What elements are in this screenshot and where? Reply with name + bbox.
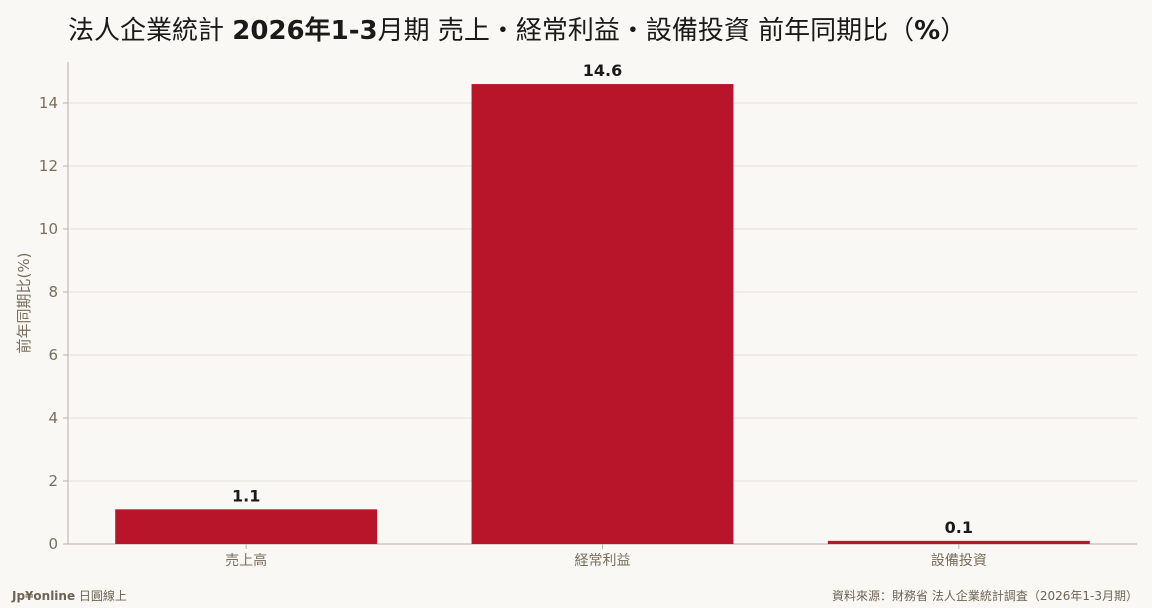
y-axis-label: 前年同期比(%)	[15, 253, 33, 354]
x-category-label: 売上高	[225, 552, 267, 569]
y-tick-label: 2	[48, 472, 58, 490]
footer-brand: Jp¥online 日圓線上	[12, 587, 127, 604]
y-tick-label: 4	[48, 409, 58, 427]
bar-value-label: 14.6	[583, 61, 622, 80]
y-tick-label: 6	[48, 346, 58, 364]
title-prefix: 法人企業統計	[68, 16, 233, 46]
brand-subtitle: 日圓線上	[75, 589, 127, 603]
bar-value-label: 0.1	[945, 518, 973, 537]
y-tick-label: 0	[48, 535, 58, 553]
chart-title: 法人企業統計 2026年1-3月期 売上・経常利益・設備投資 前年同期比（%）	[68, 10, 966, 47]
y-tick-label: 14	[39, 94, 58, 112]
bar	[827, 540, 1090, 544]
footer-source: 資料來源：財務省 法人企業統計調査（2026年1-3月期）	[832, 589, 1138, 603]
title-middle: 月期 売上・経常利益・設備投資 前年同期比（	[377, 16, 915, 46]
title-end: ）	[940, 16, 967, 46]
bar-value-label: 1.1	[232, 486, 260, 505]
y-tick-label: 10	[39, 220, 58, 238]
brand-logo: Jp¥online	[12, 589, 76, 603]
x-category-label: 設備投資	[931, 553, 987, 569]
y-tick-label: 8	[48, 283, 58, 301]
title-percent: %	[914, 16, 941, 46]
x-category-label: 経常利益	[575, 553, 631, 569]
y-tick-label: 12	[39, 157, 58, 175]
title-bold-period: 2026年1-3	[232, 16, 378, 46]
bar	[115, 509, 378, 544]
bar	[471, 84, 734, 545]
